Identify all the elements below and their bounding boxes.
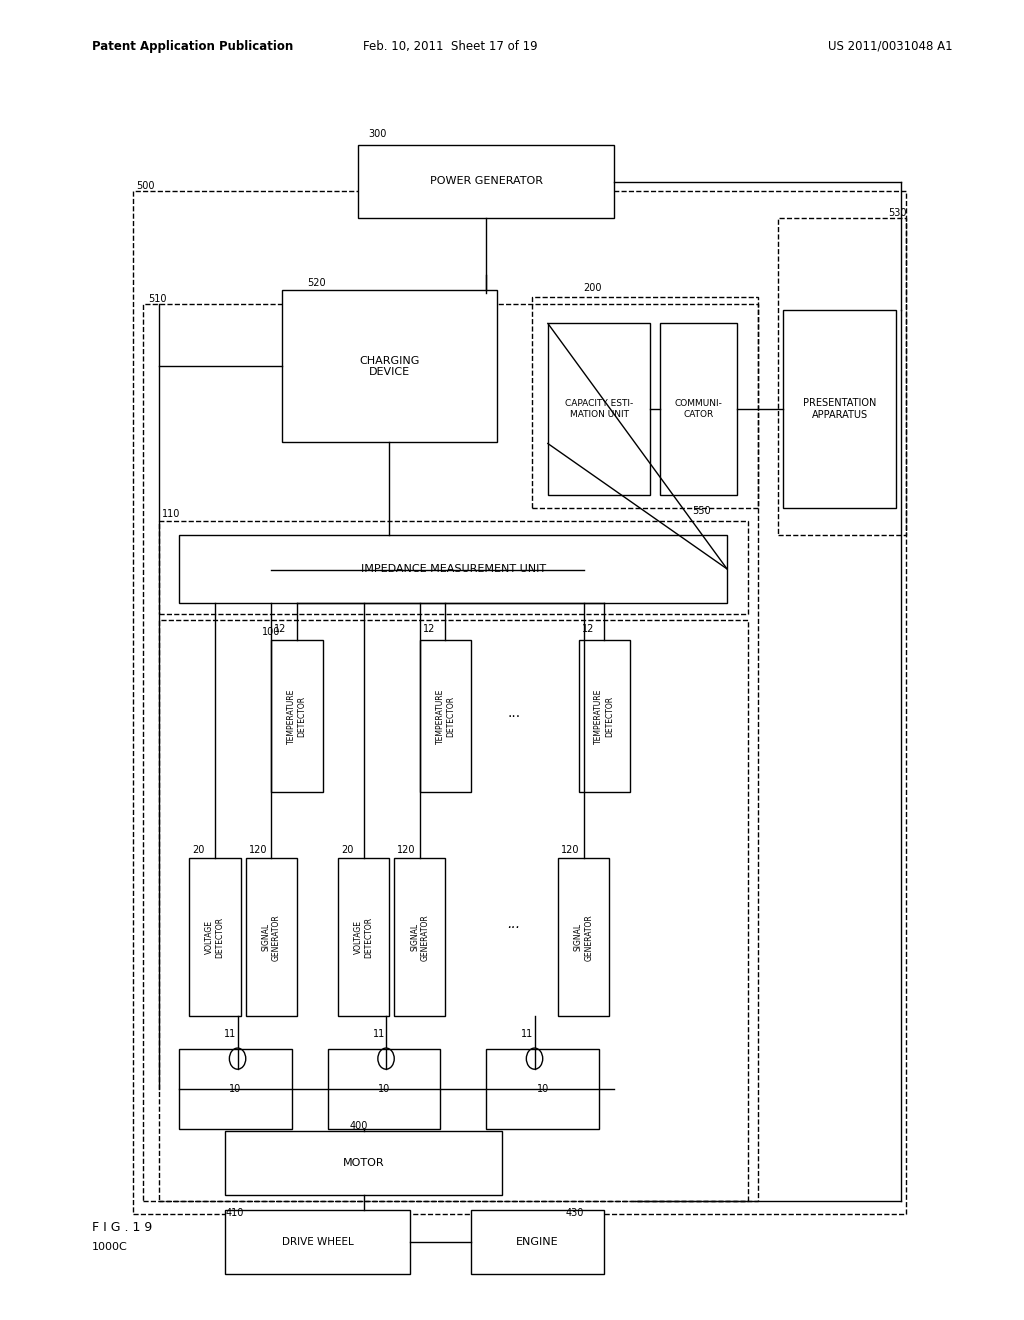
Bar xyxy=(548,323,650,495)
Bar xyxy=(271,640,323,792)
Text: ...: ... xyxy=(508,917,520,931)
Text: Feb. 10, 2011  Sheet 17 of 19: Feb. 10, 2011 Sheet 17 of 19 xyxy=(364,40,538,53)
Text: TEMPERATURE
DETECTOR: TEMPERATURE DETECTOR xyxy=(595,689,613,743)
Text: 510: 510 xyxy=(148,293,167,304)
Text: F I G . 1 9: F I G . 1 9 xyxy=(92,1221,153,1234)
Bar xyxy=(159,521,748,614)
Text: 12: 12 xyxy=(274,623,287,634)
Text: 10: 10 xyxy=(537,1084,549,1094)
Bar xyxy=(660,323,737,495)
Text: 1000C: 1000C xyxy=(92,1242,128,1253)
Bar xyxy=(778,218,906,535)
Text: VOLTAGE
DETECTOR: VOLTAGE DETECTOR xyxy=(354,916,373,958)
Text: 10: 10 xyxy=(229,1084,242,1094)
Bar xyxy=(159,620,748,1201)
Text: 10: 10 xyxy=(378,1084,390,1094)
Text: Patent Application Publication: Patent Application Publication xyxy=(92,40,294,53)
Bar xyxy=(225,1210,410,1274)
Text: 500: 500 xyxy=(136,181,155,191)
Text: 12: 12 xyxy=(582,623,594,634)
Text: 12: 12 xyxy=(423,623,435,634)
Text: 11: 11 xyxy=(224,1028,237,1039)
Bar xyxy=(394,858,445,1016)
Bar xyxy=(532,297,758,508)
Bar xyxy=(282,290,497,442)
Text: MOTOR: MOTOR xyxy=(343,1158,384,1168)
Bar xyxy=(179,1049,292,1129)
Text: 100: 100 xyxy=(262,627,281,638)
Text: TEMPERATURE
DETECTOR: TEMPERATURE DETECTOR xyxy=(288,689,306,743)
Bar xyxy=(143,304,758,1201)
Text: 120: 120 xyxy=(397,845,416,855)
Text: 530: 530 xyxy=(888,207,906,218)
Text: 200: 200 xyxy=(584,282,602,293)
Text: IMPEDANCE MEASUREMENT UNIT: IMPEDANCE MEASUREMENT UNIT xyxy=(360,564,546,574)
Bar xyxy=(558,858,609,1016)
Text: TEMPERATURE
DETECTOR: TEMPERATURE DETECTOR xyxy=(436,689,455,743)
Text: 550: 550 xyxy=(692,506,711,516)
Bar xyxy=(246,858,297,1016)
Text: DRIVE WHEEL: DRIVE WHEEL xyxy=(282,1237,353,1247)
Text: 20: 20 xyxy=(193,845,205,855)
Bar xyxy=(189,858,241,1016)
Text: 410: 410 xyxy=(225,1208,244,1218)
Text: SIGNAL
GENERATOR: SIGNAL GENERATOR xyxy=(574,913,593,961)
Text: 11: 11 xyxy=(373,1028,385,1039)
Text: 120: 120 xyxy=(249,845,267,855)
Bar xyxy=(179,535,727,603)
Text: 520: 520 xyxy=(307,277,326,288)
Text: 430: 430 xyxy=(565,1208,584,1218)
Text: 300: 300 xyxy=(369,128,387,139)
Text: PRESENTATION
APPARATUS: PRESENTATION APPARATUS xyxy=(803,399,877,420)
Bar xyxy=(471,1210,604,1274)
Text: SIGNAL
GENERATOR: SIGNAL GENERATOR xyxy=(411,913,429,961)
Bar xyxy=(420,640,471,792)
Text: 11: 11 xyxy=(521,1028,534,1039)
Text: 120: 120 xyxy=(561,845,580,855)
Text: SIGNAL
GENERATOR: SIGNAL GENERATOR xyxy=(262,913,281,961)
Text: 20: 20 xyxy=(341,845,353,855)
Bar xyxy=(338,858,389,1016)
Text: VOLTAGE
DETECTOR: VOLTAGE DETECTOR xyxy=(206,916,224,958)
Text: ...: ... xyxy=(508,706,520,719)
Text: 400: 400 xyxy=(349,1121,368,1131)
Text: POWER GENERATOR: POWER GENERATOR xyxy=(430,177,543,186)
Bar xyxy=(358,145,614,218)
Bar xyxy=(579,640,630,792)
Text: COMMUNI-
CATOR: COMMUNI- CATOR xyxy=(675,400,723,418)
Text: 110: 110 xyxy=(162,508,180,519)
Text: CHARGING
DEVICE: CHARGING DEVICE xyxy=(359,355,419,378)
Text: US 2011/0031048 A1: US 2011/0031048 A1 xyxy=(827,40,952,53)
Text: ENGINE: ENGINE xyxy=(516,1237,559,1247)
Bar xyxy=(486,1049,599,1129)
Bar xyxy=(783,310,896,508)
Bar xyxy=(328,1049,440,1129)
Text: CAPACITY ESTI-
MATION UNIT: CAPACITY ESTI- MATION UNIT xyxy=(565,400,633,418)
Bar xyxy=(133,191,906,1214)
Bar xyxy=(225,1131,502,1195)
